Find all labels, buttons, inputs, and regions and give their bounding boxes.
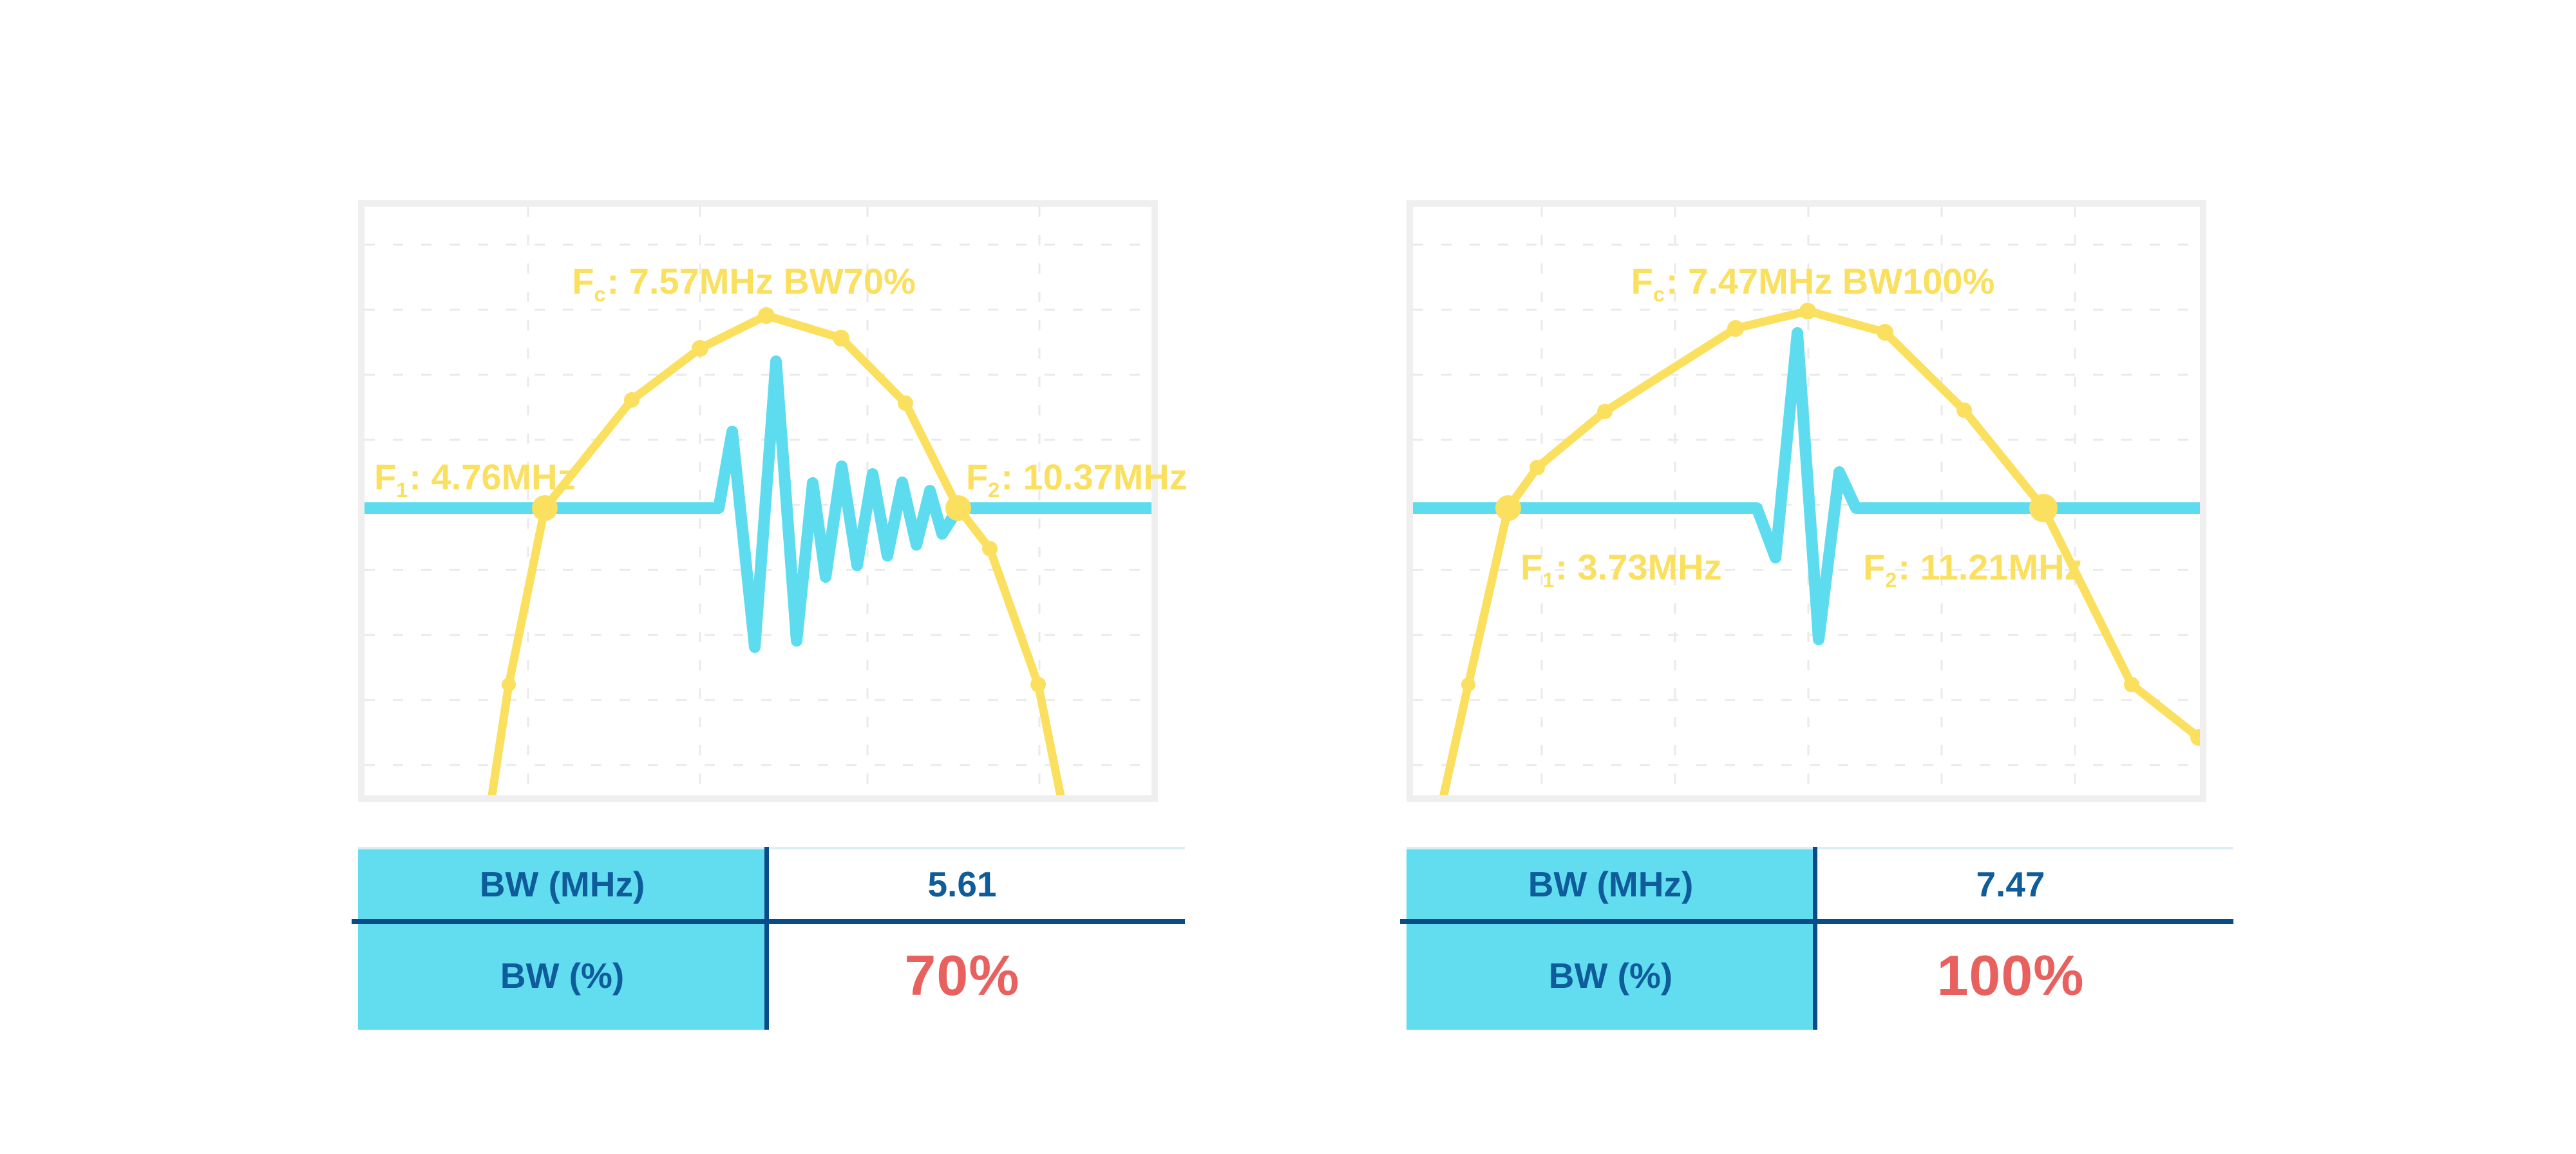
table-row: BW (MHz) 5.61 [358,847,1158,922]
f2-subscript: 2 [1885,569,1897,592]
data-point-dot [502,677,516,692]
center-frequency-annotation: Fc: 7.57MHz BW70% [572,261,916,315]
data-point-dot [1877,324,1893,341]
data-point-dot [758,307,775,324]
center-frequency-annotation: Fc: 7.47MHz BW100% [1631,261,1995,315]
panel-bw-70: Fc: 7.57MHz BW70% F1: 4.76MHz F2: 10.37M… [352,200,1188,1030]
plot-area-100 [1413,207,2200,795]
data-point-dot [1461,677,1475,692]
data-point-dot [2190,729,2200,746]
data-point-dot [1799,303,1816,319]
table-label-bw-mhz: BW (MHz) [358,847,766,922]
f1-subscript: 1 [1542,569,1555,592]
fc-prefix: F [572,261,594,301]
plot-area-70 [365,207,1151,795]
fc-subscript: c [594,283,606,307]
spectrum-chart-100: Fc: 7.47MHz BW100% F1: 3.73MHz F2: 11.21… [1406,200,2206,802]
data-point-dot [982,541,998,556]
panel-bw-100: Fc: 7.47MHz BW100% F1: 3.73MHz F2: 11.21… [1400,200,2233,1030]
table-row: BW (MHz) 7.47 [1406,847,2206,922]
table-label-bw-pct: BW (%) [1406,922,1815,1030]
data-point-dot [1495,495,1521,521]
fc-subscript: c [1653,283,1665,307]
data-point-dot [624,392,639,408]
f2-annotation: F2: 11.21MHz [1863,547,2083,601]
table-value-bw-mhz: 7.47 [1815,847,2206,922]
data-point-dot [692,340,708,357]
f1-text: : 3.73MHz [1555,547,1722,587]
f1-text: : 4.76MHz [409,457,576,497]
data-point-dot [1597,404,1613,419]
bandwidth-table-70: BW (MHz) 5.61 BW (%) 70% [352,847,1185,1030]
table-value-bw-pct: 70% [766,922,1158,1030]
table-value-bw-pct: 100% [1815,922,2206,1030]
table-top-border [358,847,1185,849]
data-point-dot [898,395,913,411]
fc-prefix: F [1631,261,1653,301]
f2-annotation: F2: 10.37MHz [966,457,1188,511]
table-column-divider [764,847,769,1030]
f2-text: : 10.37MHz [1001,457,1188,497]
f2-subscript: 2 [988,478,1000,502]
data-point-dot [532,495,558,521]
fc-text: : 7.57MHz BW70% [607,261,916,301]
data-point-dot [1030,677,1046,692]
spectrum-line [488,311,1065,795]
data-point-dot [833,330,849,346]
pulse-waveform-line [1413,327,2200,645]
f2-prefix: F [966,457,989,497]
spectrum-chart-70: Fc: 7.57MHz BW70% F1: 4.76MHz F2: 10.37M… [358,200,1188,802]
f1-annotation: F1: 3.73MHz [1520,547,1722,601]
data-point-dot [1727,320,1744,337]
bandwidth-table-100: BW (MHz) 7.47 BW (%) 100% [1400,847,2233,1030]
table-row: BW (%) 100% [1406,922,2206,1030]
table-value-bw-mhz: 5.61 [766,847,1158,922]
f1-subscript: 1 [396,478,408,502]
f1-prefix: F [374,457,397,497]
f2-text: : 11.21MHz [1898,547,2083,587]
data-point-dot [945,495,971,521]
fc-text: : 7.47MHz BW100% [1665,261,1995,301]
table-label-bw-mhz: BW (MHz) [1406,847,1815,922]
table-row: BW (%) 70% [358,922,1158,1030]
data-point-dot [1956,402,1972,418]
data-point-dot [1530,460,1545,475]
spectrum-line [1439,307,2200,795]
table-label-bw-pct: BW (%) [358,922,766,1030]
data-point-dot [2029,494,2058,522]
data-point-dot [2124,677,2139,692]
f2-prefix: F [1863,547,1886,587]
table-top-border [1406,847,2233,849]
table-column-divider [1813,847,1817,1030]
f1-prefix: F [1520,547,1543,587]
pulse-waveform-line [365,355,1151,653]
f1-annotation: F1: 4.76MHz [374,457,576,511]
